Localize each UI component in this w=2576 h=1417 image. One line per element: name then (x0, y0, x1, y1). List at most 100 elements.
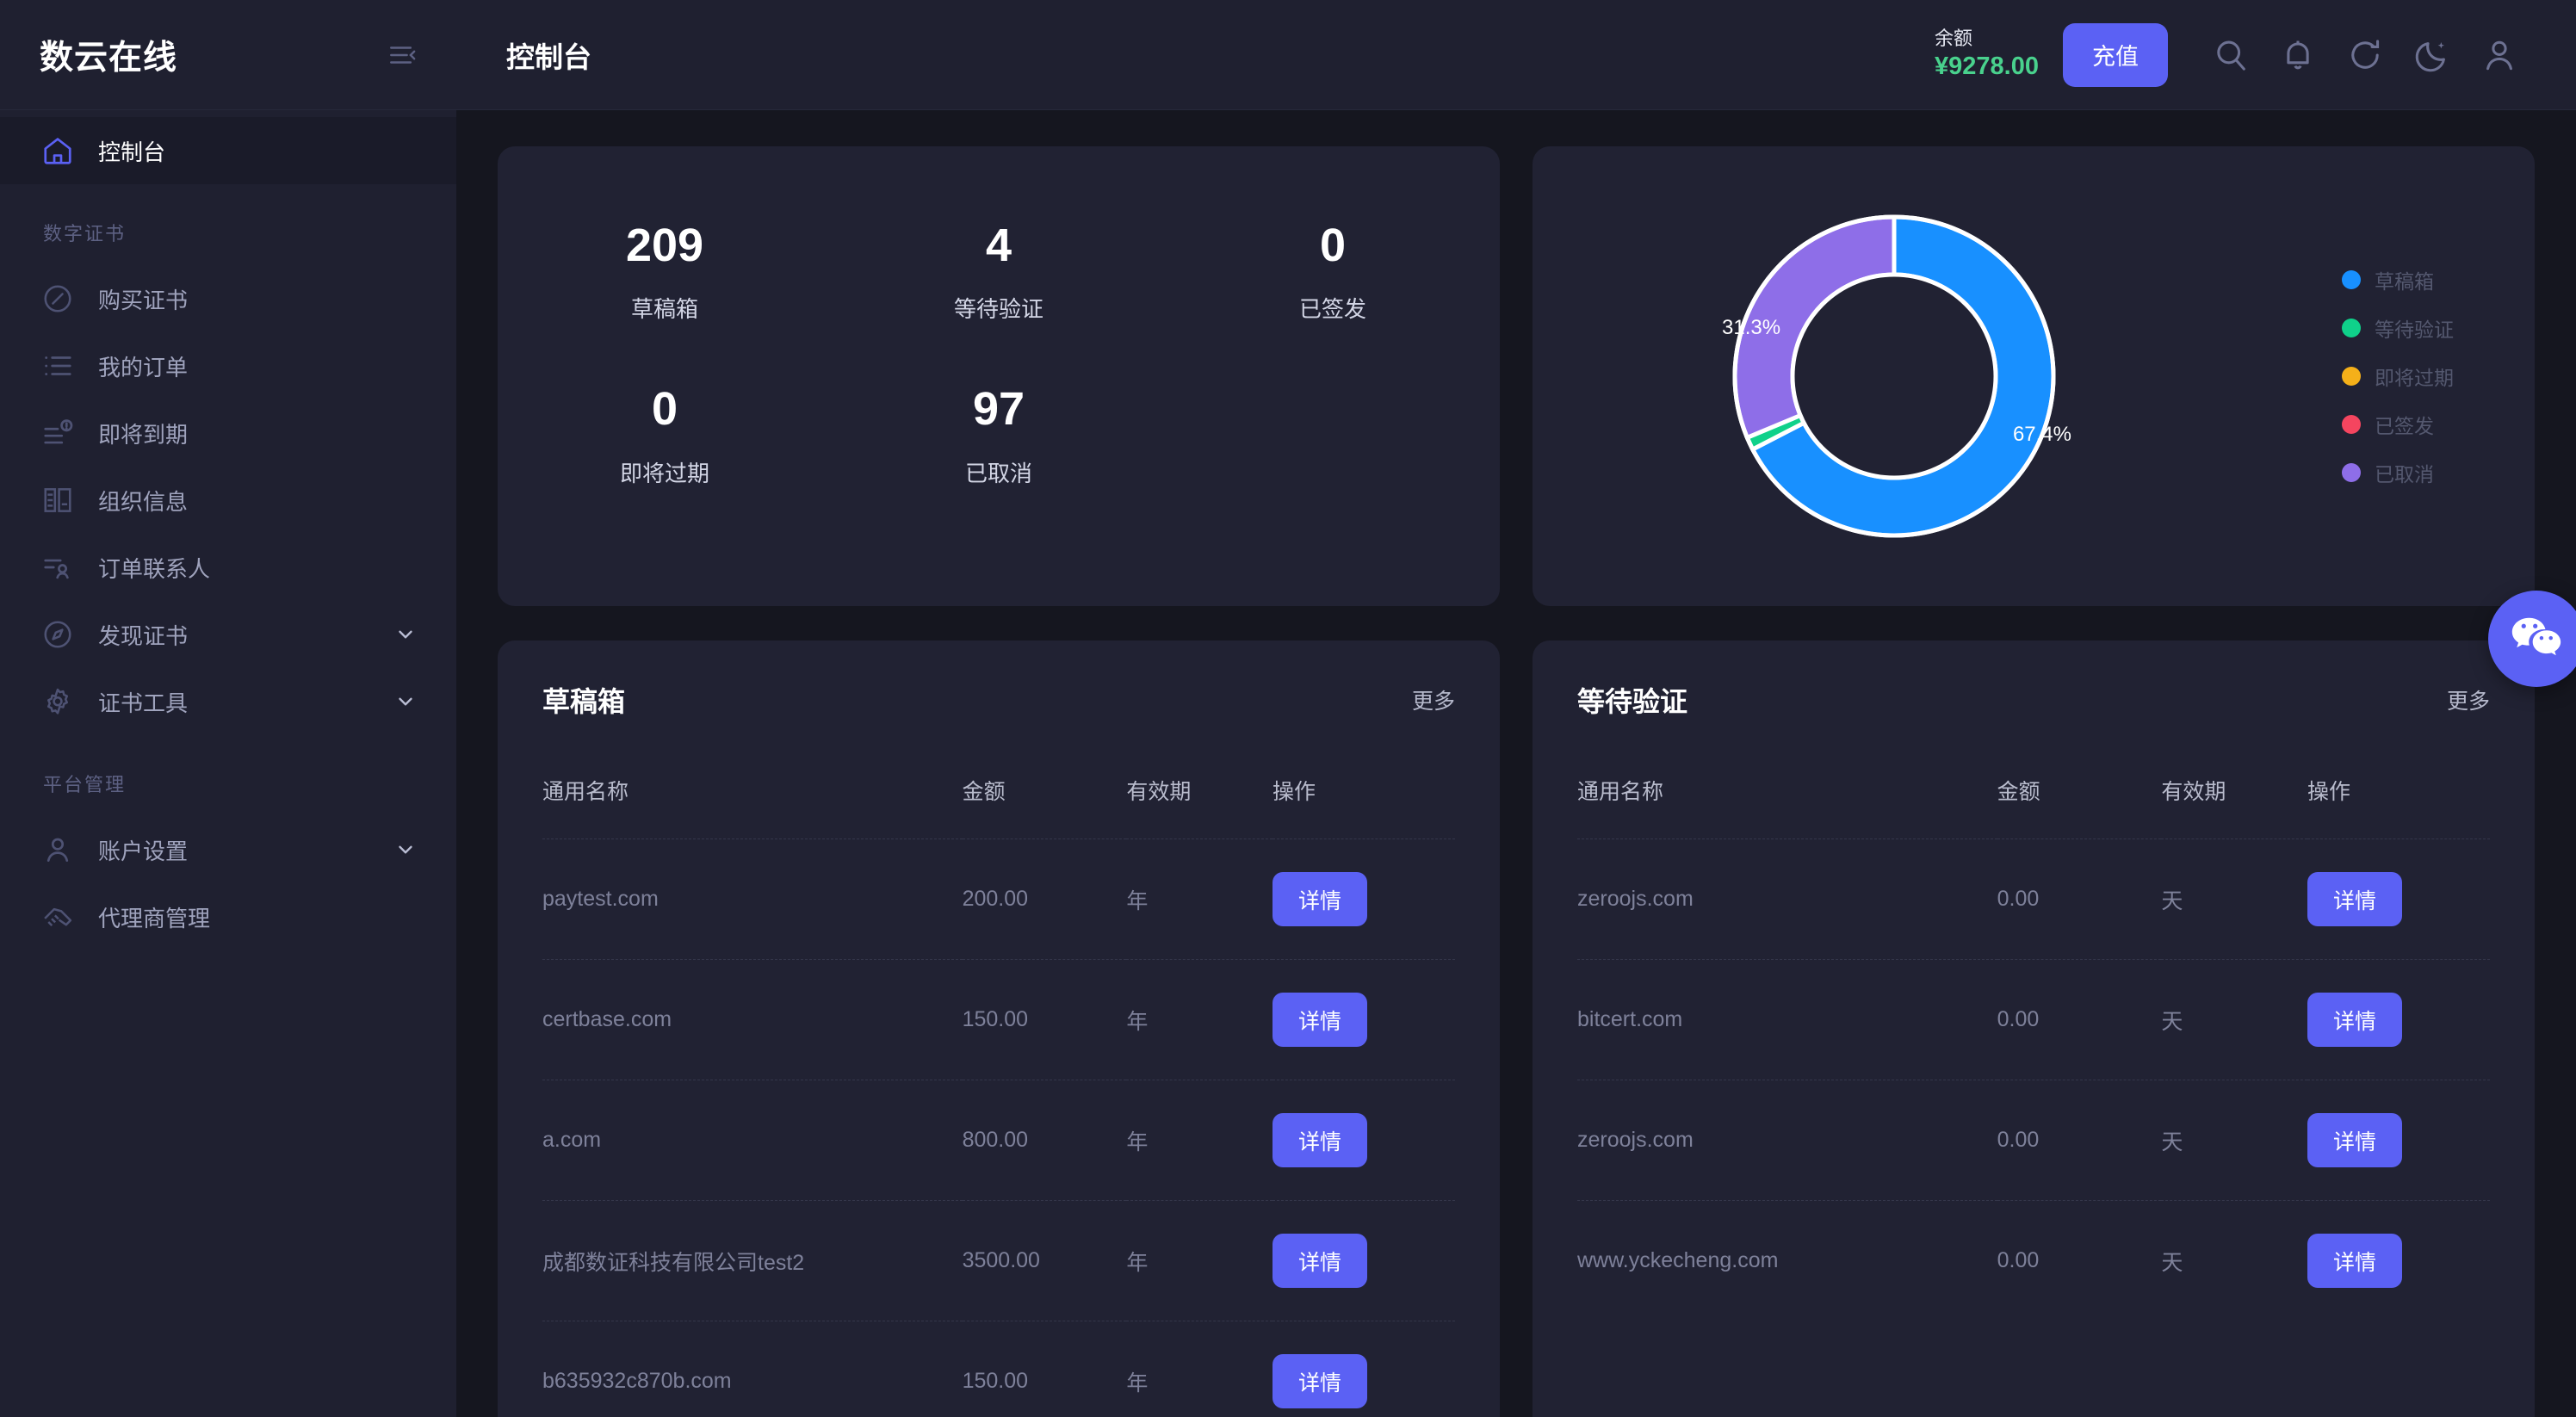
cell-amount: 0.00 (1997, 1248, 2040, 1272)
chevron-down-icon[interactable] (394, 838, 417, 861)
cell-action: 详情 (2307, 1201, 2490, 1321)
detail-button[interactable]: 详情 (1272, 872, 1367, 926)
column-header-amount: 金额 (962, 775, 1127, 839)
more-link[interactable]: 更多 (1411, 690, 1455, 714)
sidebar-item-organization[interactable]: 组织信息 (0, 467, 456, 534)
legend-label: 即将过期 (2375, 367, 2454, 389)
contact-icon (40, 549, 76, 585)
detail-button[interactable]: 详情 (2307, 1113, 2402, 1167)
table-row: bitcert.com 0.00 天 详情 (1577, 959, 2490, 1080)
cell-action: 详情 (2307, 959, 2490, 1080)
table-row: certbase.com 150.00 年 详情 (542, 959, 1455, 1080)
stat-pending-validation: 4 等待验证 (832, 198, 1166, 362)
cell-validity: 天 (2161, 838, 2307, 960)
donut-svg (1732, 214, 2056, 538)
table-row: zeroojs.com 0.00 天 详情 (1577, 838, 2490, 960)
wechat-icon[interactable] (2488, 591, 2576, 687)
bell-icon[interactable] (2264, 22, 2331, 89)
legend-color-dot (2342, 319, 2361, 337)
legend-label: 等待验证 (2375, 319, 2454, 341)
moon-icon[interactable] (2399, 22, 2466, 89)
cell-action: 详情 (1272, 1321, 1455, 1417)
organization-icon (40, 482, 76, 518)
detail-button[interactable]: 详情 (1272, 1113, 1367, 1167)
stat-label: 已取消 (964, 460, 1032, 486)
donut-label-draft: 67.4% (2012, 423, 2071, 446)
table-row: paytest.com 200.00 年 详情 (542, 838, 1455, 960)
detail-button[interactable]: 详情 (2307, 872, 2402, 926)
legend-item-pending-validation[interactable]: 等待验证 (2342, 313, 2454, 343)
chevron-down-icon[interactable] (394, 623, 417, 646)
sidebar-item-account-settings[interactable]: 账户设置 (0, 816, 456, 883)
sidebar-item-label: 控制台 (98, 139, 166, 165)
account-icon[interactable] (2466, 22, 2533, 89)
cell-amount: 200.00 (962, 838, 1127, 960)
legend-label: 已签发 (2375, 415, 2434, 437)
legend-color-dot (2342, 270, 2361, 289)
detail-button[interactable]: 详情 (1272, 1354, 1367, 1408)
stat-issued: 0 已签发 (1166, 198, 1500, 362)
draft-table-body: paytest.com 200.00 年 详情 certbase.com 150… (542, 838, 1455, 1417)
sidebar-item-dashboard[interactable]: 控制台 (0, 117, 456, 184)
stat-label: 草稿箱 (630, 296, 698, 323)
sidebar-item-label: 证书工具 (98, 690, 189, 716)
sidebar-item-my-orders[interactable]: 我的订单 (0, 332, 456, 399)
handshake-icon (40, 899, 76, 935)
chevron-down-icon[interactable] (394, 690, 417, 713)
cell-action: 详情 (2307, 1080, 2490, 1201)
sidebar-item-buy-certificate[interactable]: 购买证书 (0, 265, 456, 332)
stat-value: 0 (651, 383, 678, 436)
stat-value: 209 (625, 220, 704, 271)
sidebar-item-label: 组织信息 (98, 488, 189, 515)
stat-expiring: 0 即将过期 (498, 362, 832, 525)
draft-table: 通用名称 金额 有效期 操作 paytest.com 200.00 年 (542, 775, 1455, 1417)
search-icon[interactable] (2197, 22, 2264, 89)
cell-name: a.com (542, 1080, 963, 1201)
gear-icon (40, 684, 76, 720)
detail-button[interactable]: 详情 (2307, 993, 2402, 1047)
sidebar-item-label: 即将到期 (98, 421, 189, 448)
stat-cancelled: 97 已取消 (832, 362, 1166, 525)
detail-button[interactable]: 详情 (2307, 1234, 2402, 1288)
sidebar-item-certificate-tools[interactable]: 证书工具 (0, 668, 456, 735)
draft-table-card: 草稿箱 更多 通用名称 金额 有效期 操作 (498, 640, 1500, 1417)
sidebar-item-label: 账户设置 (98, 838, 189, 864)
sidebar-item-expiring[interactable]: 即将到期 (0, 399, 456, 467)
detail-button[interactable]: 详情 (1272, 1234, 1367, 1288)
legend-item-cancelled[interactable]: 已取消 (2342, 458, 2454, 487)
legend-item-issued[interactable]: 已签发 (2342, 410, 2454, 439)
cell-name: bitcert.com (1577, 959, 1997, 1080)
cell-name: zeroojs.com (1577, 1080, 1997, 1201)
header-actions: 余额 ¥9278.00 充值 (1935, 22, 2533, 89)
detail-button[interactable]: 详情 (1272, 993, 1367, 1047)
user-icon (40, 832, 76, 868)
stats-card: 209 草稿箱 4 等待验证 0 已签发 0 即 (498, 146, 1500, 606)
sidebar-item-order-contact[interactable]: 订单联系人 (0, 534, 456, 601)
donut-chart: 31.3% 67.4% (1722, 204, 2071, 548)
cell-validity: 年 (1126, 1371, 1149, 1395)
menu-collapse-icon[interactable] (387, 40, 417, 70)
legend-item-expiring[interactable]: 即将过期 (2342, 362, 2454, 391)
sidebar-item-discover-certificate[interactable]: 发现证书 (0, 601, 456, 668)
summary-row: 209 草稿箱 4 等待验证 0 已签发 0 即 (498, 146, 2535, 606)
cell-amount: 3500.00 (962, 1200, 1127, 1321)
pending-validation-table: 通用名称 金额 有效期 操作 zeroojs.com 0.00 天 (1577, 775, 2490, 1321)
balance-display: 余额 ¥9278.00 (1935, 27, 2039, 83)
cell-amount: 0.00 (1997, 959, 2162, 1080)
cell-name: www.yckecheng.com (1577, 1248, 1779, 1272)
recharge-button[interactable]: 充值 (2063, 22, 2168, 87)
cell-name: paytest.com (542, 838, 963, 960)
sidebar-item-agent-management[interactable]: 代理商管理 (0, 883, 456, 950)
history-icon[interactable] (2331, 22, 2399, 89)
table-row: www.yckecheng.com 0.00 天 详情 (1577, 1201, 2490, 1321)
donut-label-cancelled: 31.3% (1722, 316, 1781, 339)
cell-action: 详情 (1272, 959, 1455, 1080)
chart-wrap: 31.3% 67.4% 草稿箱 等待验证 (1533, 146, 2535, 606)
cell-action: 详情 (1272, 1080, 1455, 1201)
order-list-icon (40, 348, 76, 384)
expiring-alert-icon (40, 415, 76, 451)
legend-item-draft[interactable]: 草稿箱 (2342, 265, 2454, 294)
legend-color-dot (2342, 367, 2361, 386)
more-link[interactable]: 更多 (2446, 690, 2490, 714)
legend-color-dot (2342, 415, 2361, 434)
